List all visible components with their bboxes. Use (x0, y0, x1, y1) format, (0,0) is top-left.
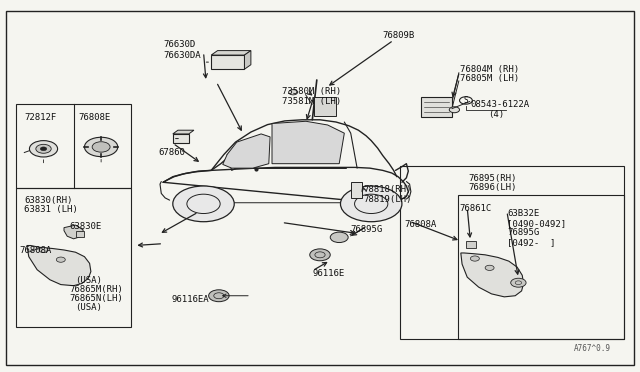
Text: 76630DA: 76630DA (163, 51, 201, 60)
Text: 76804M (RH): 76804M (RH) (460, 65, 518, 74)
Text: 76809B: 76809B (383, 31, 415, 39)
Bar (421, 97, 452, 117)
Text: 78818(RH): 78818(RH) (364, 185, 412, 194)
Polygon shape (173, 130, 194, 134)
Text: [0490-0492]: [0490-0492] (507, 219, 566, 228)
Text: 76895G: 76895G (507, 228, 539, 237)
Bar (76, 231, 84, 237)
Text: 63831 (LH): 63831 (LH) (24, 205, 78, 214)
Text: 73581M (LH): 73581M (LH) (282, 97, 340, 106)
Text: 76865N(LH): 76865N(LH) (69, 294, 123, 303)
Bar (173, 134, 189, 143)
Circle shape (485, 265, 494, 270)
Text: 96116EA: 96116EA (172, 295, 209, 304)
Circle shape (36, 144, 51, 153)
Text: 08543-6122A: 08543-6122A (470, 100, 529, 109)
Circle shape (39, 247, 48, 253)
Text: 76808A: 76808A (19, 246, 51, 254)
Circle shape (330, 232, 348, 243)
Text: 76808E: 76808E (78, 113, 110, 122)
Polygon shape (27, 246, 91, 286)
Circle shape (84, 137, 118, 157)
Text: [0492-  ]: [0492- ] (507, 238, 556, 247)
Text: (USA): (USA) (76, 276, 102, 285)
Polygon shape (461, 253, 524, 297)
Polygon shape (272, 121, 344, 164)
Polygon shape (244, 51, 251, 69)
Text: 67860: 67860 (159, 148, 186, 157)
Text: 76861C: 76861C (460, 204, 492, 213)
Text: A767^0.9: A767^0.9 (574, 344, 611, 353)
Circle shape (173, 186, 234, 222)
Polygon shape (64, 225, 83, 239)
Text: 76630D: 76630D (163, 40, 195, 49)
Bar (351, 182, 362, 198)
Text: 63830(RH): 63830(RH) (24, 196, 73, 205)
Text: 76895G: 76895G (351, 225, 383, 234)
Circle shape (449, 107, 460, 113)
Text: S: S (463, 96, 468, 105)
Circle shape (470, 256, 479, 261)
Bar (16, 104, 131, 188)
Circle shape (56, 257, 65, 262)
Text: 76865M(RH): 76865M(RH) (69, 285, 123, 294)
Text: 63830E: 63830E (69, 222, 101, 231)
Bar (16, 188, 131, 327)
Bar (466, 241, 476, 248)
Text: (USA): (USA) (76, 303, 102, 312)
Bar (211, 55, 244, 69)
Text: 72812F: 72812F (24, 113, 56, 122)
Bar (400, 166, 624, 339)
Text: 76896(LH): 76896(LH) (468, 183, 517, 192)
Circle shape (209, 290, 229, 302)
Circle shape (511, 278, 526, 287)
Text: 76808A: 76808A (404, 220, 436, 229)
Text: 96116E: 96116E (312, 269, 344, 278)
Circle shape (29, 141, 58, 157)
Circle shape (40, 147, 47, 151)
Text: 76805M (LH): 76805M (LH) (460, 74, 518, 83)
Polygon shape (223, 134, 270, 168)
Text: 63B32E: 63B32E (507, 209, 539, 218)
Polygon shape (211, 51, 251, 55)
Text: 76895(RH): 76895(RH) (468, 174, 517, 183)
Text: 73580M (RH): 73580M (RH) (282, 87, 340, 96)
Bar (458, 195, 624, 339)
Circle shape (289, 90, 298, 95)
Text: 78819(LH): 78819(LH) (364, 195, 412, 204)
Text: (4): (4) (488, 110, 504, 119)
Circle shape (340, 186, 402, 222)
Circle shape (92, 142, 110, 152)
Bar (314, 97, 336, 116)
Circle shape (310, 249, 330, 261)
